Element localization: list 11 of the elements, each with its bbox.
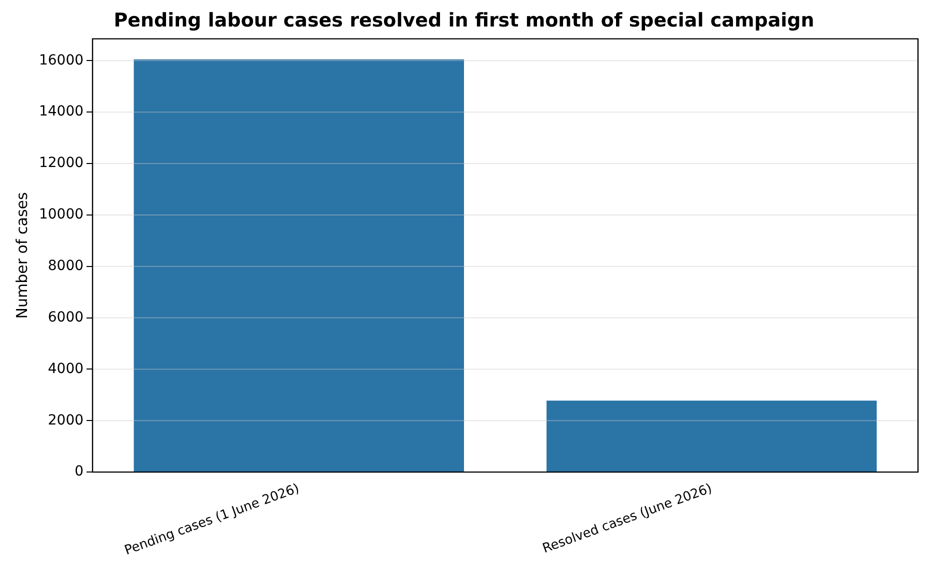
y-tick-label: 0	[74, 464, 84, 480]
y-tick-label: 12000	[38, 155, 84, 172]
y-tick-label: 14000	[38, 104, 84, 120]
y-tick-label: 6000	[48, 309, 84, 326]
y-tick-label: 16000	[38, 52, 84, 68]
chart-title: Pending labour cases resolved in first month of special campaign	[114, 9, 814, 32]
y-axis-title: Number of cases	[12, 192, 31, 319]
y-tick-label: 10000	[38, 206, 84, 223]
y-tick-label: 2000	[48, 412, 84, 428]
y-tick-label: 8000	[48, 258, 84, 274]
y-tick-label: 4000	[48, 360, 84, 377]
